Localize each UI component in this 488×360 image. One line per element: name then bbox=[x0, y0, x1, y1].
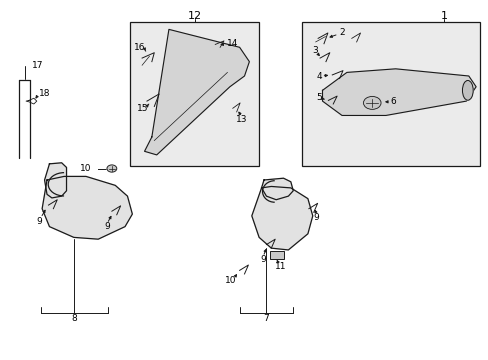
Text: 9: 9 bbox=[313, 213, 319, 222]
Ellipse shape bbox=[462, 81, 472, 100]
Bar bbox=[130, 22, 259, 166]
Bar bbox=[269, 251, 284, 259]
Text: 13: 13 bbox=[236, 115, 247, 124]
Text: 10: 10 bbox=[224, 276, 236, 285]
Polygon shape bbox=[42, 176, 132, 239]
Polygon shape bbox=[144, 30, 249, 155]
Polygon shape bbox=[322, 69, 475, 116]
Text: 5: 5 bbox=[316, 93, 322, 102]
Text: 6: 6 bbox=[390, 97, 396, 106]
Text: 9: 9 bbox=[37, 217, 42, 226]
Circle shape bbox=[107, 165, 117, 172]
Text: 3: 3 bbox=[312, 46, 318, 55]
Polygon shape bbox=[261, 178, 293, 200]
Text: 9: 9 bbox=[260, 255, 265, 264]
Polygon shape bbox=[251, 186, 312, 250]
Text: 10: 10 bbox=[80, 164, 91, 173]
Text: 7: 7 bbox=[263, 314, 269, 323]
Text: 1: 1 bbox=[440, 11, 447, 21]
Circle shape bbox=[363, 96, 380, 109]
Text: 9: 9 bbox=[104, 222, 110, 231]
Polygon shape bbox=[44, 163, 66, 198]
Text: 16: 16 bbox=[134, 43, 145, 52]
Text: 12: 12 bbox=[187, 11, 202, 21]
Text: 11: 11 bbox=[275, 262, 286, 271]
Text: 2: 2 bbox=[339, 28, 345, 37]
Text: 14: 14 bbox=[226, 39, 237, 48]
Text: 4: 4 bbox=[316, 72, 322, 81]
Text: 17: 17 bbox=[32, 61, 44, 70]
Text: 15: 15 bbox=[137, 104, 148, 113]
Text: 18: 18 bbox=[39, 89, 50, 98]
Bar bbox=[302, 22, 479, 166]
Text: 8: 8 bbox=[71, 314, 77, 323]
